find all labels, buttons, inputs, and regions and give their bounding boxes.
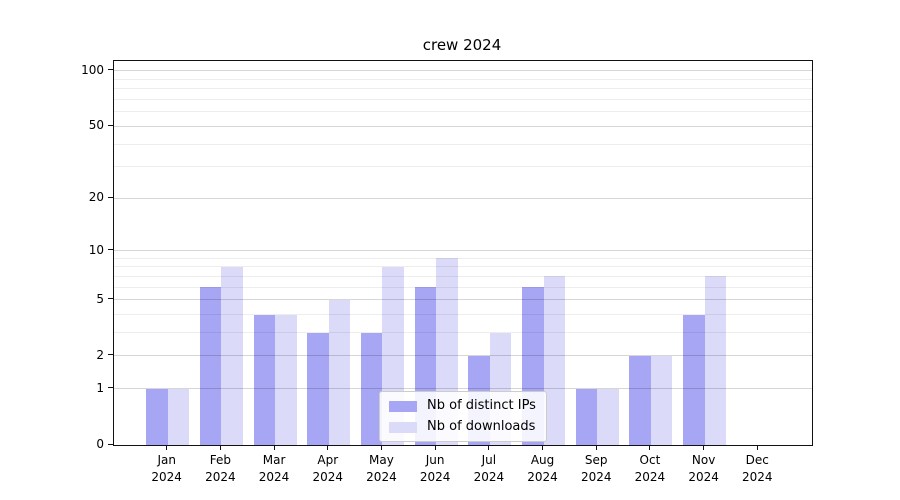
legend-swatch-downloads [389,421,417,433]
bar-nb-of-downloads-nov-2024 [704,276,727,445]
x-tick-feb-2024 [219,445,221,450]
y-tick-10 [108,249,113,251]
y-tick-1 [108,387,113,389]
bar-nb-of-downloads-feb-2024 [221,266,243,445]
x-tick-label-oct-2024: Oct 2024 [634,453,666,484]
x-tick-jul-2024 [488,445,490,450]
y-tick-label-50: 50 [88,118,104,133]
x-tick-dec-2024 [756,445,758,450]
plot-area: Nb of distinct IPs Nb of downloads [113,60,813,446]
bar-nb-of-distinct-ips-mar-2024 [253,314,276,445]
bar-nb-of-downloads-mar-2024 [275,314,297,445]
bar-nb-of-distinct-ips-nov-2024 [683,314,705,445]
bar-nb-of-distinct-ips-oct-2024 [629,355,651,445]
y-tick-label-5: 5 [96,291,104,306]
y-tick-label-1: 1 [96,380,104,395]
x-tick-label-feb-2024: Feb 2024 [205,453,236,484]
x-tick-label-apr-2024: Apr 2024 [312,453,344,484]
y-tick-label-20: 20 [88,190,104,205]
bars-layer [114,61,812,445]
x-tick-oct-2024 [649,445,651,450]
x-tick-aug-2024 [542,445,544,450]
x-tick-label-jun-2024: Jun 2024 [419,453,451,484]
x-tick-label-dec-2024: Dec 2024 [742,453,773,484]
y-tick-50 [108,124,113,126]
y-tick-0 [108,443,113,445]
x-tick-sep-2024 [595,445,597,450]
bar-nb-of-distinct-ips-feb-2024 [199,287,222,445]
x-tick-label-may-2024: May 2024 [366,453,397,484]
legend-swatch-distinct-ips [389,400,417,412]
bar-nb-of-distinct-ips-apr-2024 [307,332,329,445]
y-tick-20 [108,196,113,198]
bar-nb-of-downloads-oct-2024 [650,355,673,445]
y-tick-label-100: 100 [81,62,104,77]
y-tick-label-0: 0 [96,437,104,451]
chart-title: crew 2024 [422,36,502,54]
x-tick-mar-2024 [273,445,275,450]
legend: Nb of distinct IPs Nb of downloads [379,391,547,442]
x-tick-jan-2024 [166,445,168,450]
bar-nb-of-downloads-apr-2024 [328,299,351,445]
x-tick-label-nov-2024: Nov 2024 [688,453,719,484]
y-tick-label-10: 10 [88,242,104,257]
x-tick-nov-2024 [703,445,705,450]
y-tick-2 [108,354,113,356]
x-tick-label-mar-2024: Mar 2024 [258,453,290,484]
x-tick-apr-2024 [327,445,329,450]
x-tick-label-jan-2024: Jan 2024 [151,453,182,484]
legend-item-downloads: Nb of downloads [389,420,536,434]
legend-label-distinct-ips: Nb of distinct IPs [427,398,536,413]
x-tick-label-sep-2024: Sep 2024 [580,453,612,484]
bar-nb-of-downloads-sep-2024 [597,388,619,445]
y-tick-100 [108,69,113,71]
legend-label-downloads: Nb of downloads [427,419,536,434]
x-tick-jun-2024 [434,445,436,450]
bar-nb-of-downloads-jan-2024 [167,388,190,445]
x-tick-may-2024 [380,445,382,450]
x-tick-label-jul-2024: Jul 2024 [473,453,505,484]
x-tick-label-aug-2024: Aug 2024 [527,453,558,484]
legend-item-distinct-ips: Nb of distinct IPs [389,399,536,413]
bar-nb-of-distinct-ips-jan-2024 [146,388,168,445]
bar-nb-of-distinct-ips-may-2024 [360,332,383,445]
bar-nb-of-downloads-aug-2024 [543,276,566,445]
bar-nb-of-distinct-ips-sep-2024 [575,388,598,445]
y-tick-label-2: 2 [96,347,104,362]
y-tick-5 [108,298,113,300]
